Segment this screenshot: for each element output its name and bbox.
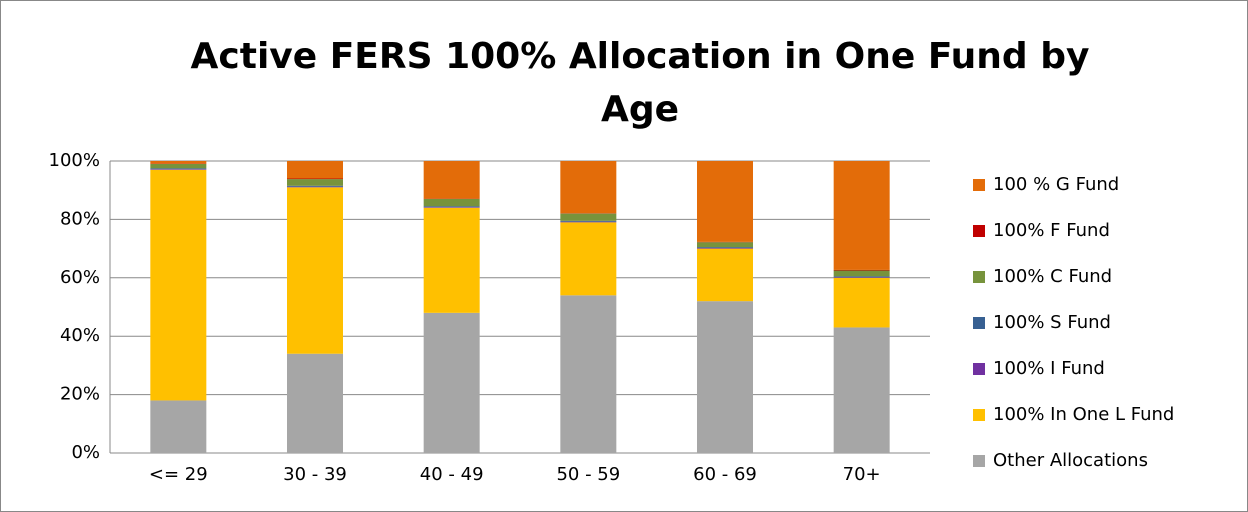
- bar-segment: [150, 169, 207, 170]
- bar-segment: [287, 178, 343, 180]
- legend-label: 100% I Fund: [993, 358, 1105, 379]
- x-tick-label: 60 - 69: [693, 464, 757, 485]
- chart-title: Active FERS 100% Allocation in One Fund …: [190, 36, 1090, 130]
- bar-segment: [560, 220, 617, 222]
- legend-swatch: [973, 179, 985, 191]
- bar-segment: [150, 161, 207, 164]
- bar-segment: [560, 295, 617, 453]
- y-tick-label: 60%: [60, 267, 100, 288]
- x-tick-label: <= 29: [149, 464, 208, 485]
- legend-swatch: [973, 409, 985, 421]
- bar-segment: [833, 277, 890, 278]
- bar-segment: [150, 169, 207, 401]
- legend-swatch: [973, 271, 985, 283]
- legend-label: Other Allocations: [993, 450, 1148, 471]
- bar-segment: [833, 269, 890, 271]
- legend-swatch: [973, 225, 985, 237]
- bar-segment: [560, 221, 617, 223]
- bar-segment: [697, 242, 753, 248]
- bar-segment: [150, 163, 207, 169]
- bar-segment: [697, 301, 753, 453]
- bar-segment: [423, 198, 480, 207]
- legend-label: 100% In One L Fund: [993, 404, 1174, 425]
- bar-segment: [423, 207, 480, 313]
- legend-label: 100% S Fund: [993, 312, 1111, 333]
- bar-segment: [560, 213, 617, 221]
- bar-segment: [287, 187, 343, 354]
- bar-segment: [833, 277, 890, 328]
- legend-label: 100 % G Fund: [993, 174, 1119, 195]
- bar-segment: [423, 161, 480, 199]
- y-tick-label: 100%: [49, 150, 100, 171]
- bar-segment: [423, 206, 480, 208]
- bar-segment: [287, 186, 343, 188]
- legend-label: 100% C Fund: [993, 266, 1112, 287]
- bar-segment: [423, 312, 480, 453]
- y-tick-label: 20%: [60, 384, 100, 405]
- legend-swatch: [973, 363, 985, 375]
- bar-segment: [423, 207, 480, 208]
- y-tick-label: 0%: [71, 442, 100, 463]
- bar-segment: [833, 276, 890, 278]
- bar-segment: [697, 248, 753, 302]
- bar-segment: [833, 270, 890, 277]
- bar-segment: [287, 161, 343, 179]
- bar-segment: [287, 185, 343, 187]
- y-tick-label: 40%: [60, 325, 100, 346]
- x-tick-label: 30 - 39: [283, 464, 347, 485]
- x-tick-label: 40 - 49: [420, 464, 484, 485]
- bar-segment: [697, 161, 753, 242]
- bar-segment: [560, 161, 617, 214]
- legend-label: 100% F Fund: [993, 220, 1110, 241]
- legend-swatch: [973, 455, 985, 467]
- x-tick-label: 50 - 59: [556, 464, 620, 485]
- legend-swatch: [973, 317, 985, 329]
- bar-segment: [150, 400, 207, 453]
- bar-segment: [833, 327, 890, 453]
- bar-segment: [287, 179, 343, 186]
- bar-segment: [697, 247, 753, 249]
- bar-segment: [150, 168, 207, 170]
- bar-segment: [560, 222, 617, 296]
- bar-segment: [833, 161, 890, 270]
- x-tick-label: 70+: [843, 464, 881, 485]
- bar-segment: [287, 353, 343, 453]
- bar-segment: [697, 248, 753, 249]
- y-tick-label: 80%: [60, 208, 100, 229]
